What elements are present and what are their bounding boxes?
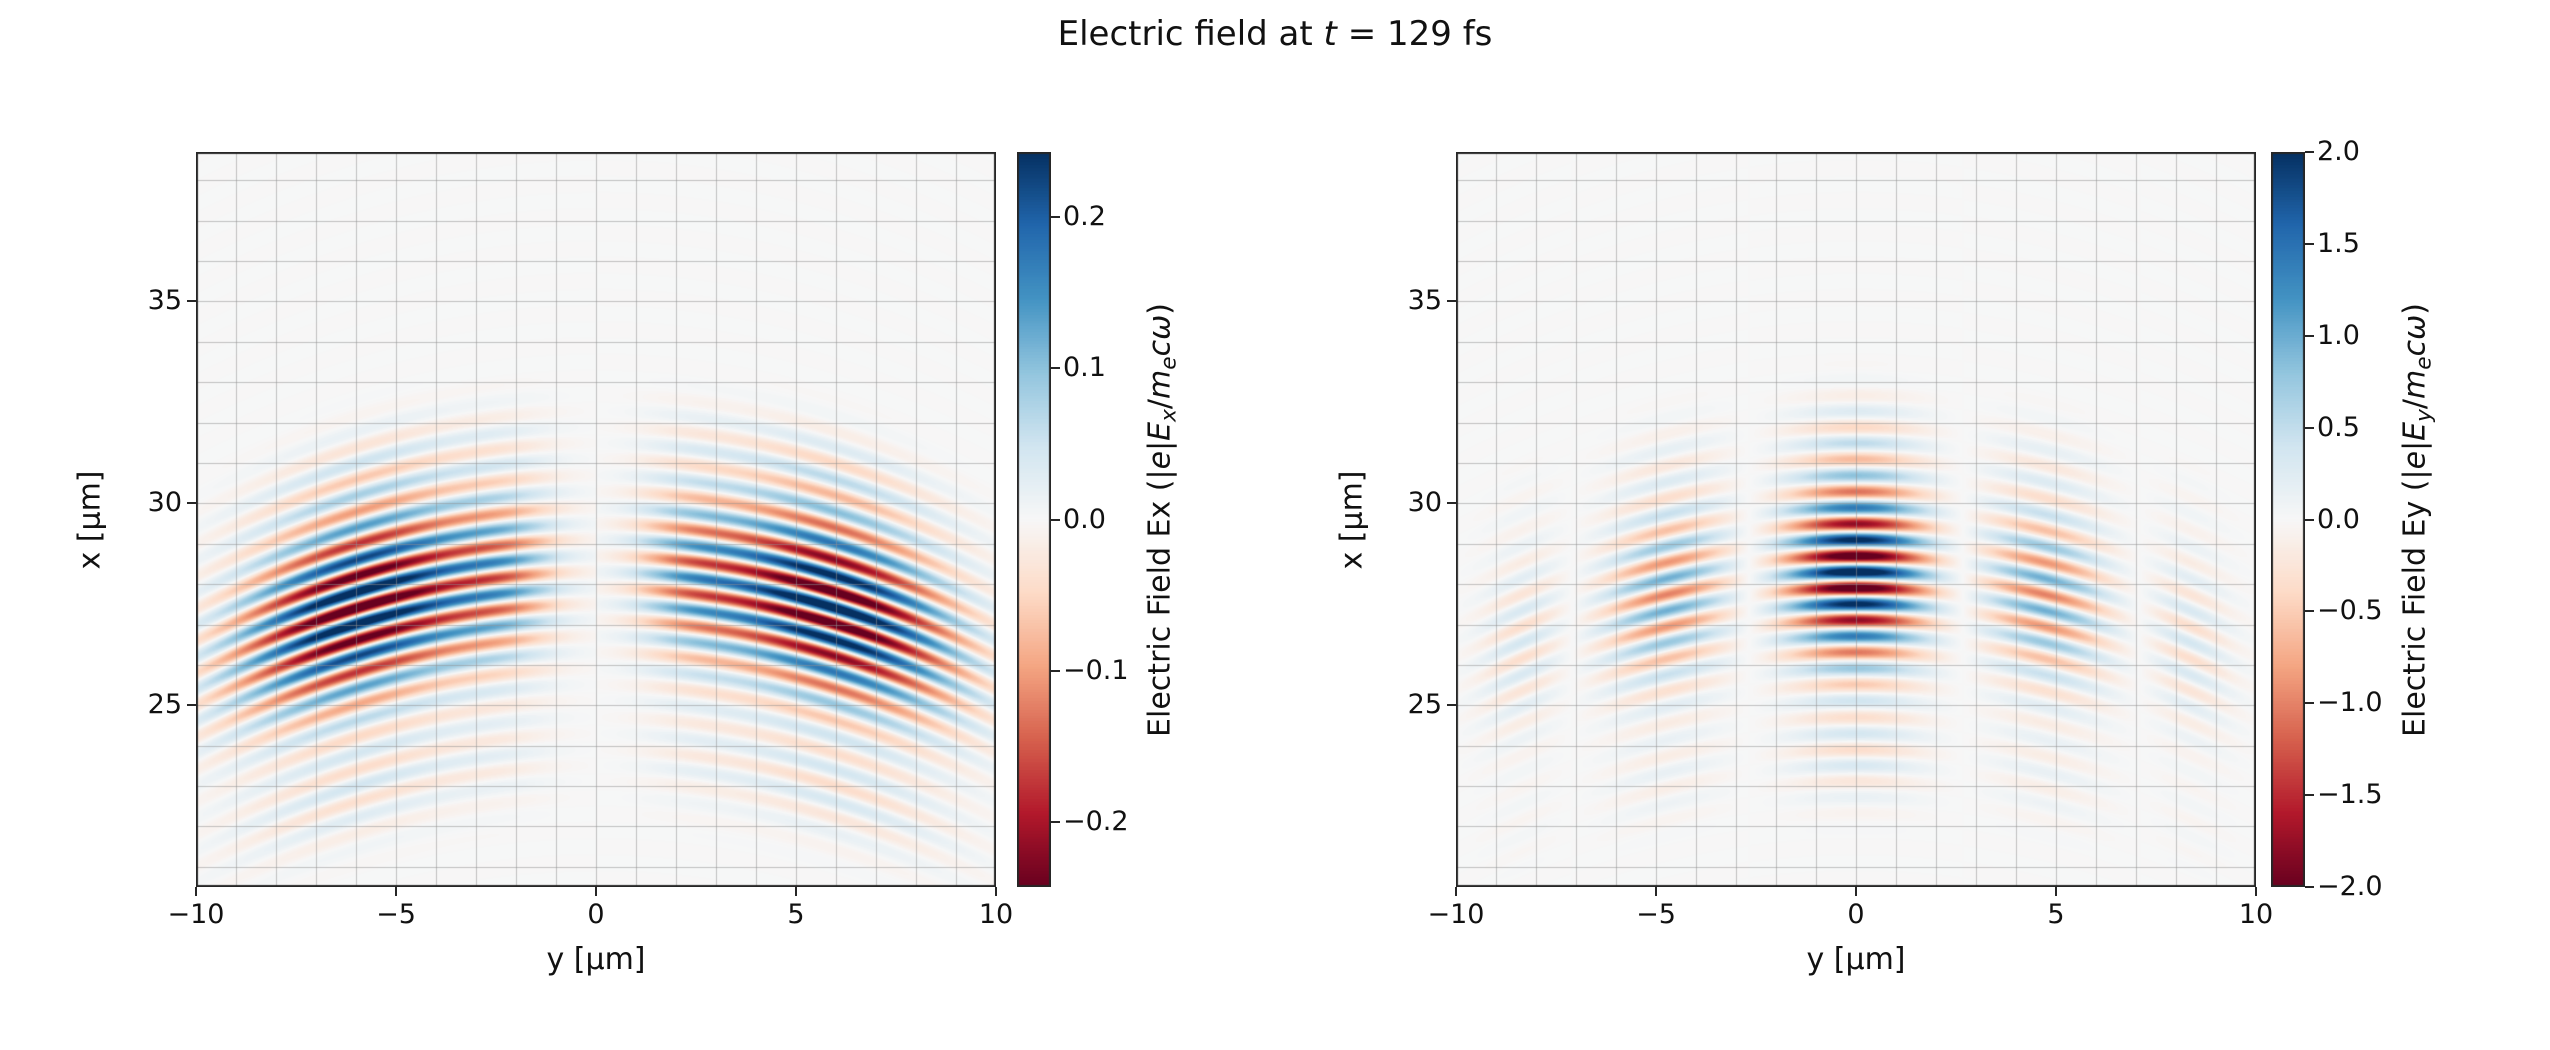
ex-x-axis-label: y [μm]: [546, 942, 646, 977]
x-tick-mark: [1655, 887, 1657, 896]
label-segment: ): [2397, 302, 2432, 315]
x-tick-mark: [1855, 887, 1857, 896]
x-tick-mark: [2255, 887, 2257, 896]
y-tick-mark: [1447, 704, 1456, 707]
colorbar-tick-label: −1.5: [2317, 779, 2383, 811]
colorbar-tick-mark: [2305, 426, 2314, 429]
ey-x-axis-label: y [μm]: [1806, 942, 1906, 977]
label-segment: |: [2397, 468, 2432, 479]
colorbar-tick-mark: [1051, 518, 1060, 521]
colorbar-tick-label: 1.5: [2317, 227, 2360, 259]
y-tick-label: 25: [147, 689, 182, 721]
label-segment: Electric field at: [1057, 14, 1324, 54]
label-segment: e: [1142, 450, 1177, 469]
colorbar-tick-mark: [2305, 242, 2314, 245]
colorbar-tick-label: 0.2: [1063, 201, 1106, 233]
colorbar-tick-label: −1.0: [2317, 687, 2383, 719]
x-tick-label: −10: [1427, 899, 1485, 930]
x-tick-label: 5: [787, 899, 805, 930]
label-segment: ω: [1142, 314, 1177, 340]
heatmap-ey: [1456, 152, 2256, 887]
colorbar-tick-mark: [1051, 367, 1060, 370]
x-tick-label: 5: [2047, 899, 2065, 930]
y-tick-mark: [187, 502, 196, 505]
x-tick-mark: [1455, 887, 1457, 896]
label-segment: |: [1142, 440, 1177, 451]
colorbar-ey: [2271, 152, 2305, 887]
label-segment: t: [1323, 14, 1337, 54]
colorbar-tick-label: −2.0: [2317, 871, 2383, 902]
label-segment: ): [1142, 302, 1177, 315]
x-tick-label: 0: [1847, 899, 1865, 930]
label-segment: /: [2397, 398, 2432, 409]
colorbar-tick-label: −0.5: [2317, 595, 2383, 627]
x-tick-mark: [595, 887, 597, 896]
x-tick-label: 10: [978, 899, 1014, 930]
label-segment: E: [1142, 421, 1177, 441]
colorbar-tick-mark: [2305, 702, 2314, 705]
x-tick-label: −5: [1636, 899, 1676, 930]
colorbar-tick-mark: [2305, 610, 2314, 613]
y-tick-mark: [1447, 300, 1456, 303]
x-tick-mark: [2055, 887, 2057, 896]
label-segment: /: [1142, 398, 1177, 409]
x-tick-mark: [195, 887, 197, 896]
ey-y-axis-label: x [μm]: [1334, 470, 1369, 570]
colorbar-tick-mark: [1051, 216, 1060, 219]
colorbar-tick-mark: [2305, 334, 2314, 337]
colorbar-tick-label: −0.1: [1063, 654, 1129, 686]
colorbar-tick-label: 1.0: [2317, 319, 2360, 351]
colorbar-tick-label: −0.2: [1063, 805, 1129, 837]
y-tick-mark: [187, 300, 196, 303]
colorbar-ex: [1017, 152, 1051, 887]
x-tick-label: 10: [2238, 899, 2274, 930]
x-tick-mark: [395, 887, 397, 896]
colorbar-tick-label: 0.5: [2317, 411, 2360, 443]
label-segment: m: [2397, 369, 2432, 399]
x-tick-label: 0: [587, 899, 605, 930]
colorbar-tick-mark: [2305, 794, 2314, 797]
label-segment: = 129 fs: [1336, 14, 1493, 54]
y-tick-mark: [1447, 502, 1456, 505]
y-tick-label: 25: [1407, 689, 1442, 721]
colorbar-tick-mark: [1051, 820, 1060, 823]
ex-y-axis-label: x [μm]: [72, 470, 107, 570]
colorbar-tick-mark: [1051, 669, 1060, 672]
colorbar-tick-mark: [2305, 151, 2314, 153]
y-tick-label: 30: [147, 487, 182, 519]
colorbar-tick-label: 2.0: [2317, 136, 2360, 167]
label-segment: x: [1156, 408, 1182, 422]
label-segment: e: [2397, 450, 2432, 469]
x-tick-label: −10: [167, 899, 225, 930]
colorbar-tick-label: 0.1: [1063, 352, 1106, 384]
figure-title: Electric field at t = 129 fs: [0, 14, 2550, 54]
y-tick-label: 30: [1407, 487, 1442, 519]
colorbar-tick-mark: [2305, 886, 2314, 888]
label-segment: e: [2411, 355, 2437, 370]
colorbar-tick-label: 0.0: [2317, 503, 2360, 535]
x-tick-label: −5: [376, 899, 416, 930]
y-tick-label: 35: [147, 285, 182, 317]
colorbar-tick-mark: [2305, 518, 2314, 521]
x-tick-mark: [795, 887, 797, 896]
label-segment: |: [1142, 468, 1177, 479]
heatmap-ex: [196, 152, 996, 887]
x-tick-mark: [995, 887, 997, 896]
y-tick-label: 35: [1407, 285, 1442, 317]
colorbar-tick-label: 0.0: [1063, 503, 1106, 535]
y-tick-mark: [187, 704, 196, 707]
